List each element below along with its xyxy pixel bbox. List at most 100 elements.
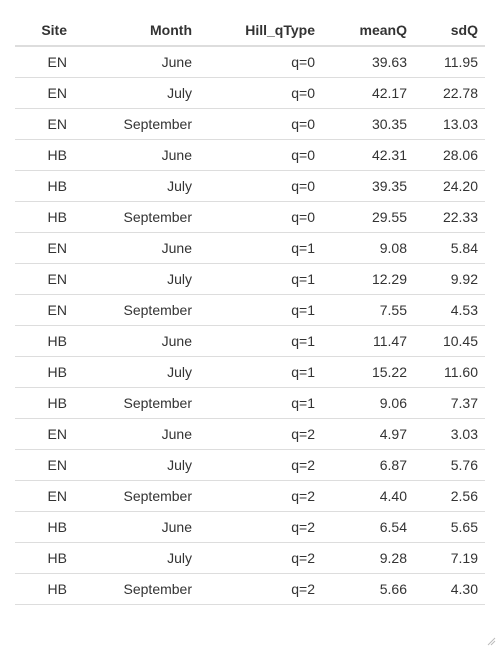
cell-hill-qtype: q=1 — [199, 356, 322, 388]
table-header: Site Month Hill_qType meanQ sdQ — [15, 15, 485, 47]
table-row: HB July q=2 9.28 7.19 — [15, 542, 485, 574]
cell-hill-qtype: q=0 — [199, 77, 322, 109]
cell-meanq: 15.22 — [322, 356, 414, 388]
cell-site: HB — [15, 139, 74, 171]
table-row: EN July q=0 42.17 22.78 — [15, 77, 485, 109]
cell-meanq: 9.28 — [322, 542, 414, 574]
cell-hill-qtype: q=2 — [199, 418, 322, 450]
cell-month: July — [74, 77, 199, 109]
table-row: EN June q=1 9.08 5.84 — [15, 232, 485, 264]
cell-month: July — [74, 542, 199, 574]
table-row: EN September q=1 7.55 4.53 — [15, 294, 485, 326]
cell-sdq: 7.37 — [414, 387, 485, 419]
cell-meanq: 9.08 — [322, 232, 414, 264]
cell-sdq: 11.95 — [414, 46, 485, 78]
table-row: HB July q=0 39.35 24.20 — [15, 170, 485, 202]
cell-site: EN — [15, 108, 74, 140]
cell-sdq: 7.19 — [414, 542, 485, 574]
cell-hill-qtype: q=1 — [199, 294, 322, 326]
cell-hill-qtype: q=2 — [199, 511, 322, 543]
cell-month: September — [74, 108, 199, 140]
cell-hill-qtype: q=2 — [199, 573, 322, 605]
table-row: HB June q=1 11.47 10.45 — [15, 325, 485, 357]
cell-hill-qtype: q=0 — [199, 108, 322, 140]
cell-month: July — [74, 263, 199, 295]
cell-meanq: 42.31 — [322, 139, 414, 171]
cell-site: HB — [15, 325, 74, 357]
cell-site: HB — [15, 542, 74, 574]
cell-meanq: 12.29 — [322, 263, 414, 295]
data-table: Site Month Hill_qType meanQ sdQ EN June q=… — [15, 15, 485, 605]
cell-hill-qtype: q=0 — [199, 170, 322, 202]
cell-hill-qtype: q=0 — [199, 201, 322, 233]
cell-site: HB — [15, 170, 74, 202]
cell-sdq: 5.76 — [414, 449, 485, 481]
cell-month: June — [74, 325, 199, 357]
cell-hill-qtype: q=1 — [199, 325, 322, 357]
column-header-sdq: sdQ — [414, 15, 485, 47]
column-header-hill-qtype: Hill_qType — [199, 15, 322, 47]
cell-sdq: 4.30 — [414, 573, 485, 605]
cell-meanq: 29.55 — [322, 201, 414, 233]
cell-sdq: 4.53 — [414, 294, 485, 326]
cell-site: HB — [15, 573, 74, 605]
cell-meanq: 4.40 — [322, 480, 414, 512]
cell-month: September — [74, 573, 199, 605]
cell-site: HB — [15, 387, 74, 419]
cell-month: June — [74, 232, 199, 264]
cell-meanq: 4.97 — [322, 418, 414, 450]
cell-sdq: 22.33 — [414, 201, 485, 233]
resize-grip-icon[interactable] — [486, 636, 496, 646]
cell-meanq: 30.35 — [322, 108, 414, 140]
cell-sdq: 5.65 — [414, 511, 485, 543]
table-row: HB September q=1 9.06 7.37 — [15, 387, 485, 419]
cell-sdq: 13.03 — [414, 108, 485, 140]
table-row: HB July q=1 15.22 11.60 — [15, 356, 485, 388]
cell-meanq: 6.87 — [322, 449, 414, 481]
cell-site: HB — [15, 356, 74, 388]
cell-site: HB — [15, 511, 74, 543]
cell-sdq: 10.45 — [414, 325, 485, 357]
cell-site: EN — [15, 232, 74, 264]
header-row: Site Month Hill_qType meanQ sdQ — [15, 15, 485, 47]
table-row: HB June q=0 42.31 28.06 — [15, 139, 485, 171]
cell-sdq: 28.06 — [414, 139, 485, 171]
cell-meanq: 6.54 — [322, 511, 414, 543]
cell-hill-qtype: q=1 — [199, 232, 322, 264]
table-row: HB September q=2 5.66 4.30 — [15, 573, 485, 605]
cell-hill-qtype: q=0 — [199, 46, 322, 78]
table-row: EN September q=2 4.40 2.56 — [15, 480, 485, 512]
cell-month: September — [74, 294, 199, 326]
cell-month: June — [74, 418, 199, 450]
cell-month: June — [74, 511, 199, 543]
column-header-meanq: meanQ — [322, 15, 414, 47]
cell-hill-qtype: q=1 — [199, 387, 322, 419]
cell-hill-qtype: q=2 — [199, 449, 322, 481]
cell-month: June — [74, 46, 199, 78]
cell-meanq: 11.47 — [322, 325, 414, 357]
table-row: EN June q=0 39.63 11.95 — [15, 46, 485, 78]
cell-meanq: 7.55 — [322, 294, 414, 326]
cell-month: September — [74, 201, 199, 233]
cell-sdq: 5.84 — [414, 232, 485, 264]
cell-hill-qtype: q=2 — [199, 542, 322, 574]
column-header-month: Month — [74, 15, 199, 47]
cell-month: July — [74, 356, 199, 388]
cell-sdq: 22.78 — [414, 77, 485, 109]
table-row: HB September q=0 29.55 22.33 — [15, 201, 485, 233]
cell-month: July — [74, 449, 199, 481]
cell-site: EN — [15, 449, 74, 481]
cell-hill-qtype: q=2 — [199, 480, 322, 512]
cell-site: EN — [15, 480, 74, 512]
table-row: HB June q=2 6.54 5.65 — [15, 511, 485, 543]
cell-site: EN — [15, 77, 74, 109]
cell-sdq: 2.56 — [414, 480, 485, 512]
column-header-site: Site — [15, 15, 74, 47]
cell-hill-qtype: q=1 — [199, 263, 322, 295]
cell-site: HB — [15, 201, 74, 233]
cell-meanq: 5.66 — [322, 573, 414, 605]
table-row: EN July q=1 12.29 9.92 — [15, 263, 485, 295]
cell-site: EN — [15, 46, 74, 78]
cell-month: July — [74, 170, 199, 202]
cell-month: September — [74, 480, 199, 512]
